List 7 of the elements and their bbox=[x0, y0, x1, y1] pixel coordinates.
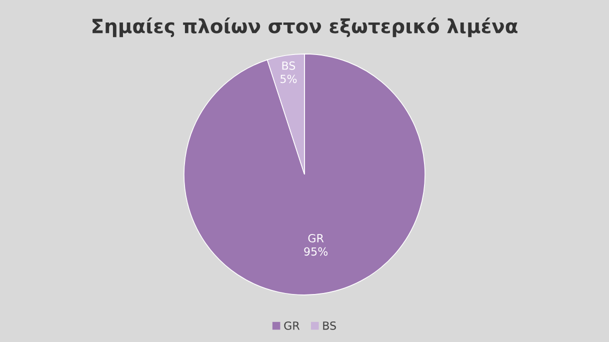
legend-label: GR bbox=[284, 321, 300, 330]
legend-label: BS bbox=[323, 321, 336, 330]
data-label: 5% bbox=[280, 74, 297, 84]
slice-label: GR bbox=[308, 234, 324, 242]
data-label: 95% bbox=[304, 247, 328, 256]
chart-title: Σημαίες πλοίων στον εξωτερικό λιμένα bbox=[92, 18, 518, 38]
slice-label: BS bbox=[282, 61, 296, 70]
